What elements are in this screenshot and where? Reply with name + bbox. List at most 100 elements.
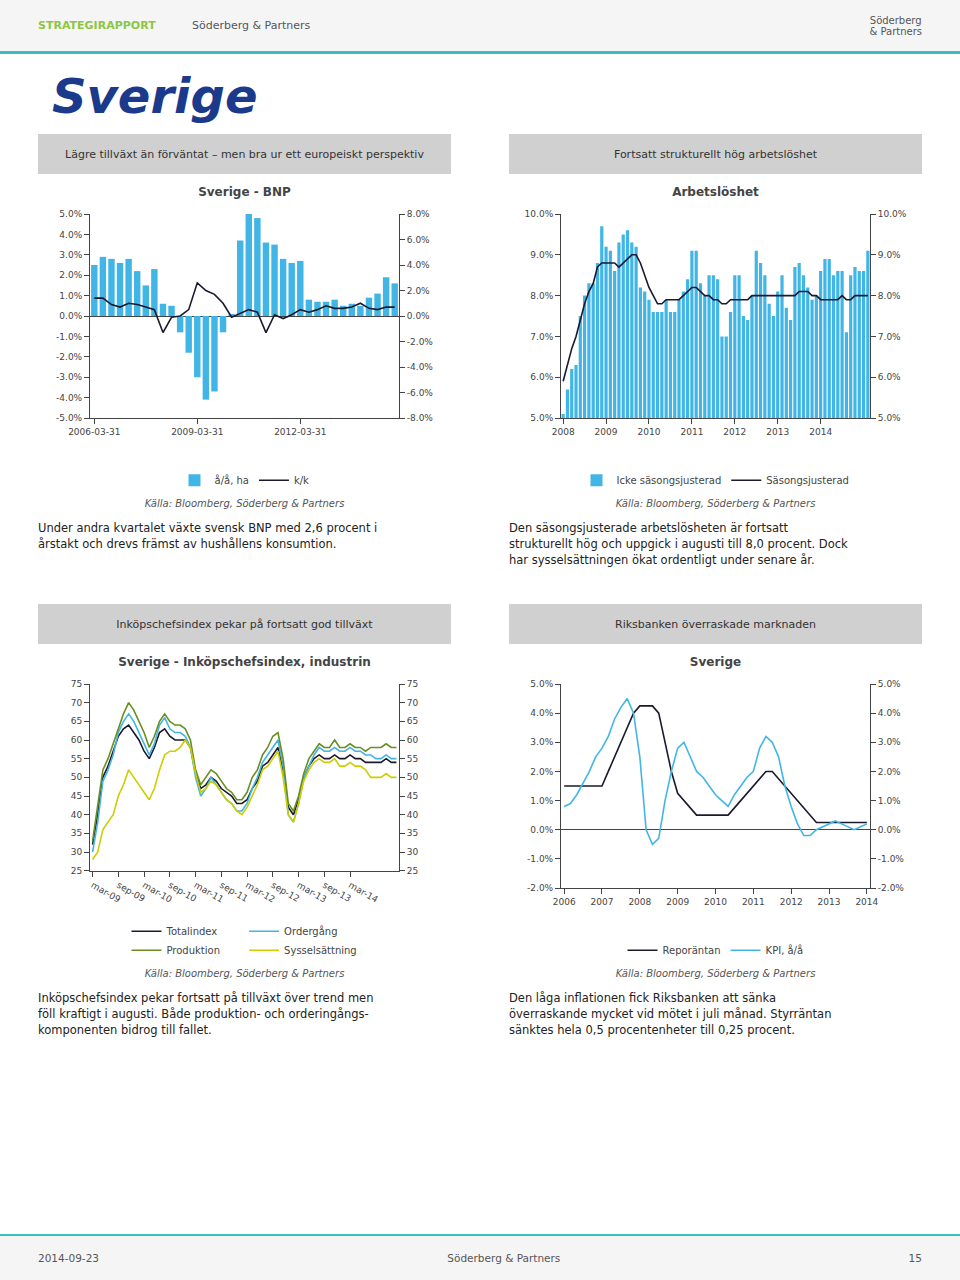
svg-text:7.0%: 7.0% (878, 332, 901, 342)
svg-text:-8.0%: -8.0% (407, 413, 434, 423)
svg-text:2009-03-31: 2009-03-31 (171, 427, 223, 437)
svg-text:Icke säsongsjusterad: Icke säsongsjusterad (617, 475, 722, 486)
svg-text:7.0%: 7.0% (530, 332, 553, 342)
svg-text:4.0%: 4.0% (407, 260, 430, 270)
svg-text:2013: 2013 (766, 427, 789, 437)
svg-text:0.0%: 0.0% (530, 825, 553, 835)
svg-text:2011: 2011 (742, 897, 765, 907)
svg-text:35: 35 (71, 828, 82, 838)
svg-text:2012-03-31: 2012-03-31 (274, 427, 326, 437)
svg-text:2.0%: 2.0% (530, 767, 553, 777)
svg-text:Arbetslöshet: Arbetslöshet (672, 185, 759, 199)
svg-text:-1.0%: -1.0% (527, 854, 554, 864)
svg-text:35: 35 (407, 828, 418, 838)
svg-text:mar-13: mar-13 (295, 880, 328, 905)
svg-text:mar-12: mar-12 (244, 880, 277, 905)
svg-text:mar-10: mar-10 (141, 880, 174, 905)
svg-text:2012: 2012 (780, 897, 803, 907)
svg-text:sep-13: sep-13 (321, 880, 353, 904)
svg-text:40: 40 (71, 810, 83, 820)
svg-text:2009: 2009 (666, 897, 689, 907)
svg-text:30: 30 (71, 847, 83, 857)
svg-text:Produktion: Produktion (167, 945, 221, 956)
svg-text:45: 45 (71, 791, 82, 801)
svg-text:0.0%: 0.0% (59, 311, 82, 321)
svg-text:2007: 2007 (591, 897, 614, 907)
svg-text:Ordergång: Ordergång (284, 925, 337, 937)
svg-text:1.0%: 1.0% (59, 291, 82, 301)
svg-text:Säsongsjusterad: Säsongsjusterad (766, 475, 849, 486)
svg-text:sep-12: sep-12 (270, 880, 302, 904)
svg-text:4.0%: 4.0% (59, 230, 82, 240)
svg-text:KPI, å/å: KPI, å/å (766, 944, 804, 956)
svg-text:60: 60 (407, 735, 419, 745)
svg-text:Sverige: Sverige (690, 655, 741, 669)
svg-text:0.0%: 0.0% (878, 825, 901, 835)
svg-text:2012: 2012 (723, 427, 746, 437)
svg-text:-6.0%: -6.0% (407, 388, 434, 398)
svg-text:-4.0%: -4.0% (56, 393, 83, 403)
svg-text:8.0%: 8.0% (530, 291, 553, 301)
svg-text:Sverige - BNP: Sverige - BNP (198, 185, 291, 199)
svg-text:50: 50 (71, 772, 83, 782)
svg-text:2013: 2013 (818, 897, 841, 907)
svg-text:-5.0%: -5.0% (56, 413, 83, 423)
svg-text:75: 75 (407, 679, 418, 689)
svg-text:-2.0%: -2.0% (527, 883, 554, 893)
svg-text:75: 75 (71, 679, 82, 689)
svg-text:9.0%: 9.0% (530, 250, 553, 260)
svg-text:2008: 2008 (628, 897, 651, 907)
svg-text:mar-11: mar-11 (192, 880, 225, 905)
svg-text:55: 55 (407, 754, 418, 764)
svg-text:0.0%: 0.0% (407, 311, 430, 321)
svg-text:2014: 2014 (809, 427, 832, 437)
svg-text:5.0%: 5.0% (878, 413, 901, 423)
svg-text:1.0%: 1.0% (530, 796, 553, 806)
svg-text:2.0%: 2.0% (878, 767, 901, 777)
svg-text:sep-11: sep-11 (218, 880, 250, 904)
svg-text:9.0%: 9.0% (878, 250, 901, 260)
svg-text:4.0%: 4.0% (878, 708, 901, 718)
svg-text:70: 70 (407, 698, 419, 708)
svg-text:2008: 2008 (552, 427, 575, 437)
svg-text:-1.0%: -1.0% (878, 854, 905, 864)
svg-text:mar-14: mar-14 (347, 880, 380, 905)
svg-text:55: 55 (71, 754, 82, 764)
svg-text:45: 45 (407, 791, 418, 801)
svg-text:65: 65 (407, 716, 418, 726)
svg-text:65: 65 (71, 716, 82, 726)
svg-text:5.0%: 5.0% (530, 679, 553, 689)
svg-text:sep-09: sep-09 (115, 880, 147, 904)
svg-text:30: 30 (407, 847, 419, 857)
svg-text:5.0%: 5.0% (878, 679, 901, 689)
svg-text:-4.0%: -4.0% (407, 362, 434, 372)
svg-text:70: 70 (71, 698, 83, 708)
svg-text:2011: 2011 (680, 427, 703, 437)
svg-text:2006-03-31: 2006-03-31 (68, 427, 120, 437)
svg-text:60: 60 (71, 735, 83, 745)
svg-text:25: 25 (407, 866, 418, 876)
svg-text:2006: 2006 (553, 897, 576, 907)
svg-text:10.0%: 10.0% (525, 209, 554, 219)
svg-text:3.0%: 3.0% (59, 250, 82, 260)
svg-text:k/k: k/k (294, 475, 309, 486)
svg-text:-2.0%: -2.0% (878, 883, 905, 893)
svg-text:2.0%: 2.0% (59, 270, 82, 280)
svg-text:4.0%: 4.0% (530, 708, 553, 718)
svg-text:50: 50 (407, 772, 419, 782)
svg-text:Sverige - Inköpschefsindex, in: Sverige - Inköpschefsindex, industrin (118, 655, 371, 669)
svg-text:2014: 2014 (855, 897, 878, 907)
svg-text:2009: 2009 (595, 427, 618, 437)
svg-text:-3.0%: -3.0% (56, 372, 83, 382)
svg-text:6.0%: 6.0% (530, 372, 553, 382)
svg-text:2010: 2010 (638, 427, 661, 437)
svg-text:10.0%: 10.0% (878, 209, 907, 219)
svg-text:-2.0%: -2.0% (56, 352, 83, 362)
svg-text:-1.0%: -1.0% (56, 332, 83, 342)
svg-text:25: 25 (71, 866, 82, 876)
svg-text:5.0%: 5.0% (59, 209, 82, 219)
svg-text:Totalindex: Totalindex (166, 926, 218, 937)
svg-text:Reporäntan: Reporäntan (663, 945, 721, 956)
svg-text:2.0%: 2.0% (407, 286, 430, 296)
svg-text:6.0%: 6.0% (407, 235, 430, 245)
